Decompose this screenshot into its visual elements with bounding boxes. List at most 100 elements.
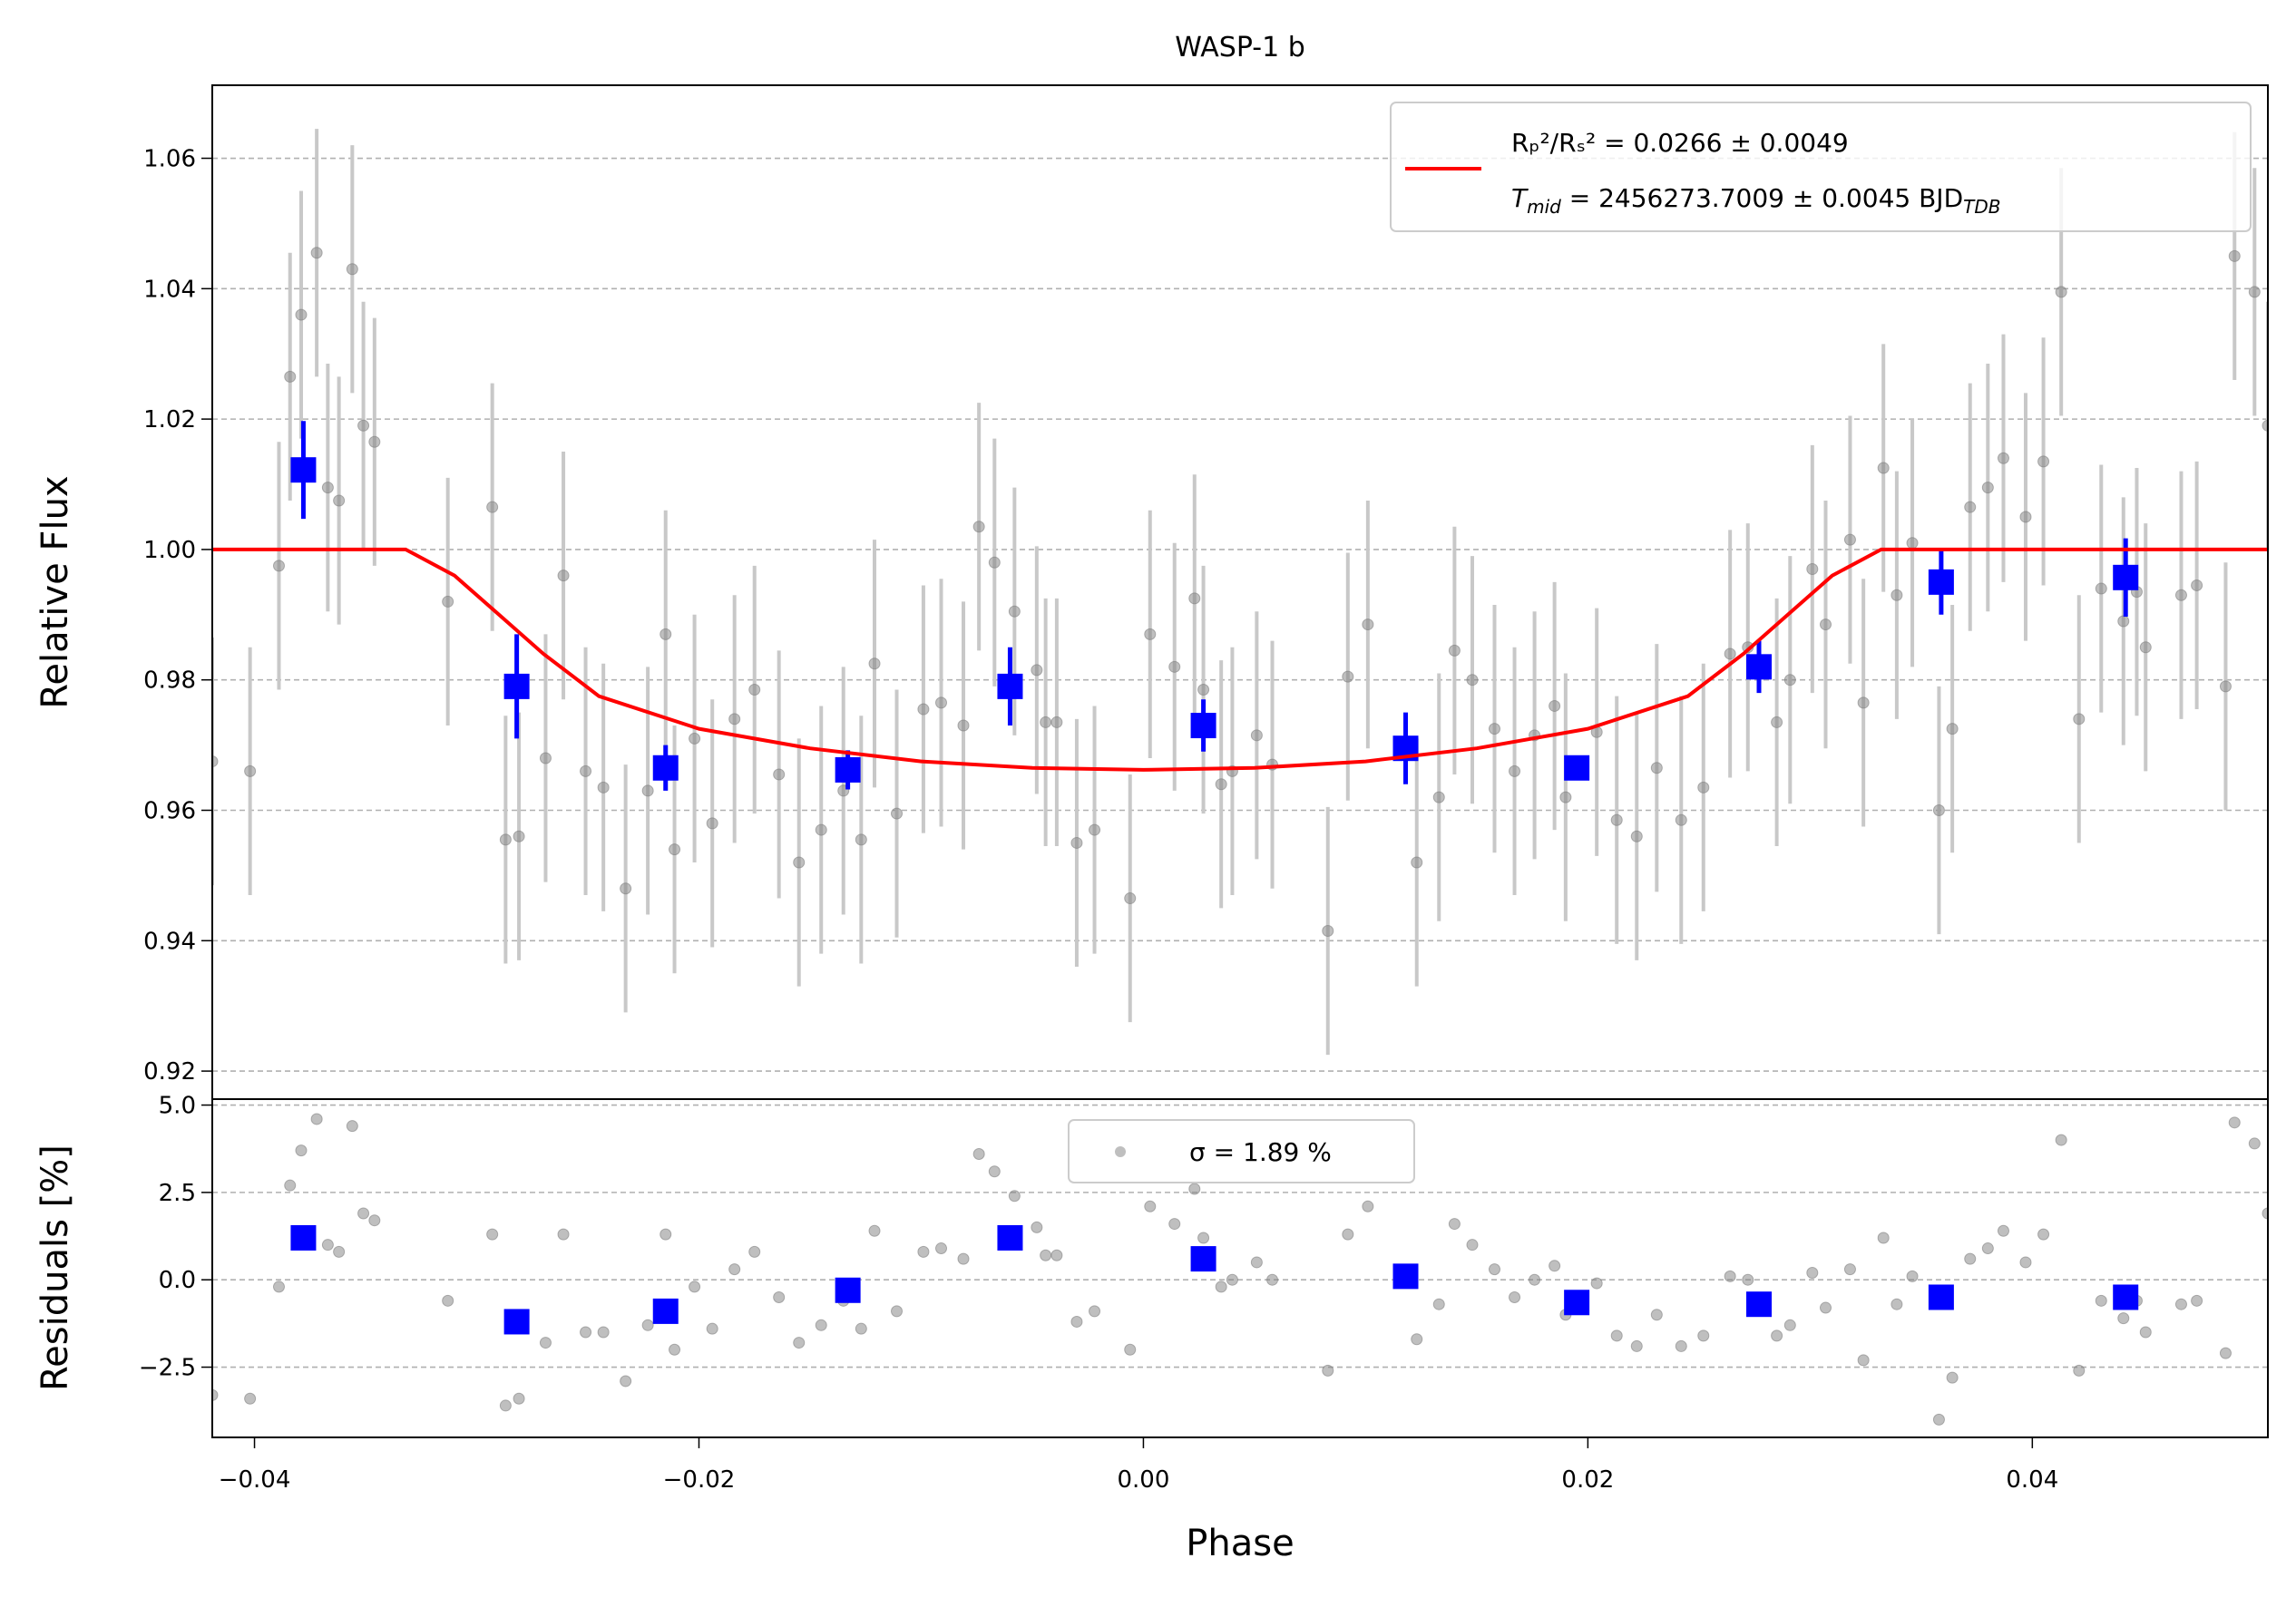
data-point xyxy=(1089,823,1101,836)
data-point xyxy=(988,556,1001,569)
y-tick-label: 2.5 xyxy=(159,1180,196,1207)
binned-point xyxy=(997,673,1023,699)
binned-point xyxy=(1928,1284,1954,1310)
data-point xyxy=(1783,1319,1796,1331)
data-point xyxy=(1610,813,1623,826)
data-point xyxy=(1877,462,1890,474)
data-point xyxy=(669,1343,681,1356)
binned-point xyxy=(652,1298,679,1324)
data-point xyxy=(1964,501,1977,513)
data-point xyxy=(2095,1294,2107,1307)
y-axis-label: Residuals [%] xyxy=(34,1144,76,1391)
data-point xyxy=(1675,1339,1687,1352)
data-point xyxy=(1650,762,1663,774)
data-point xyxy=(486,501,499,513)
data-point xyxy=(1144,1200,1157,1212)
data-point xyxy=(659,628,672,640)
y-tick-label: −2.5 xyxy=(139,1355,196,1382)
data-point xyxy=(855,833,867,846)
data-point xyxy=(1215,1281,1227,1293)
binned-point xyxy=(1746,1291,1773,1318)
data-point xyxy=(1168,1218,1181,1231)
data-point xyxy=(442,1294,454,1307)
binned-point xyxy=(652,755,679,781)
data-point xyxy=(855,1322,867,1335)
data-point xyxy=(728,1263,741,1276)
data-point xyxy=(669,843,681,856)
data-point xyxy=(2191,1294,2203,1307)
data-point xyxy=(1675,813,1687,826)
data-point xyxy=(1559,791,1572,803)
x-axis-label: Phase xyxy=(1186,1523,1294,1564)
data-point xyxy=(597,1326,610,1339)
data-point xyxy=(1250,729,1263,742)
data-point xyxy=(2262,1207,2268,1220)
data-point xyxy=(580,764,592,777)
data-point xyxy=(1509,764,1521,777)
data-point xyxy=(1188,592,1201,605)
data-point xyxy=(1342,670,1354,683)
data-point xyxy=(748,1245,761,1258)
data-point xyxy=(1549,699,1561,712)
data-point xyxy=(333,1245,346,1258)
data-point xyxy=(2037,455,2050,468)
data-point xyxy=(557,1228,570,1241)
plot-area xyxy=(212,1113,2268,1426)
x-tick-label: −0.02 xyxy=(663,1466,736,1494)
data-point xyxy=(1050,716,1063,728)
data-point xyxy=(2117,1312,2130,1325)
data-point xyxy=(486,1228,499,1241)
data-point xyxy=(597,781,610,794)
data-point xyxy=(1040,1249,1052,1261)
data-point xyxy=(1432,791,1445,803)
data-point xyxy=(868,657,881,670)
data-point xyxy=(1070,1315,1083,1328)
data-point xyxy=(2191,579,2203,591)
data-point xyxy=(728,713,741,725)
data-point xyxy=(793,856,806,869)
data-point xyxy=(773,1290,786,1303)
data-point xyxy=(620,882,632,895)
data-point xyxy=(1857,696,1870,709)
data-point xyxy=(580,1326,592,1339)
data-point xyxy=(368,1214,381,1227)
data-point xyxy=(1466,1239,1479,1251)
y-tick-label: 1.02 xyxy=(143,406,196,433)
data-point xyxy=(972,521,985,533)
legend-box xyxy=(1390,102,2252,232)
data-point xyxy=(310,1113,323,1125)
legend-note-subscript: mid xyxy=(1527,196,1561,218)
data-point xyxy=(868,1224,881,1237)
data-point xyxy=(935,696,948,709)
data-point xyxy=(2174,1298,2187,1310)
data-point xyxy=(815,1319,827,1331)
data-point xyxy=(1488,723,1500,735)
data-point xyxy=(1630,1339,1643,1352)
data-point xyxy=(513,830,525,842)
x-tick-label: 0.00 xyxy=(1117,1466,1169,1494)
y-tick-label: 1.00 xyxy=(143,537,196,564)
binned-point xyxy=(2113,564,2139,590)
data-point xyxy=(773,768,786,781)
y-tick-label: 0.92 xyxy=(143,1058,196,1086)
data-point xyxy=(1783,674,1796,687)
binned-point xyxy=(835,1277,861,1303)
data-point xyxy=(2219,1347,2232,1359)
legend-label: Rₚ²/Rₛ² = 0.0266 ± 0.0049 xyxy=(1511,128,1849,158)
data-point xyxy=(284,370,297,383)
data-point xyxy=(513,1392,525,1405)
data-point xyxy=(272,1281,285,1293)
y-tick-label: 0.94 xyxy=(143,928,196,955)
data-point xyxy=(1197,683,1210,696)
binned-point xyxy=(835,756,861,783)
data-point xyxy=(1411,1333,1423,1346)
data-point xyxy=(321,482,334,494)
data-point xyxy=(1590,1277,1603,1290)
binned-point xyxy=(1190,713,1216,739)
data-point xyxy=(2248,1137,2261,1150)
data-point xyxy=(1226,1273,1238,1286)
data-point xyxy=(2228,249,2241,262)
legend-box xyxy=(1068,1119,1415,1183)
data-point xyxy=(689,732,701,745)
